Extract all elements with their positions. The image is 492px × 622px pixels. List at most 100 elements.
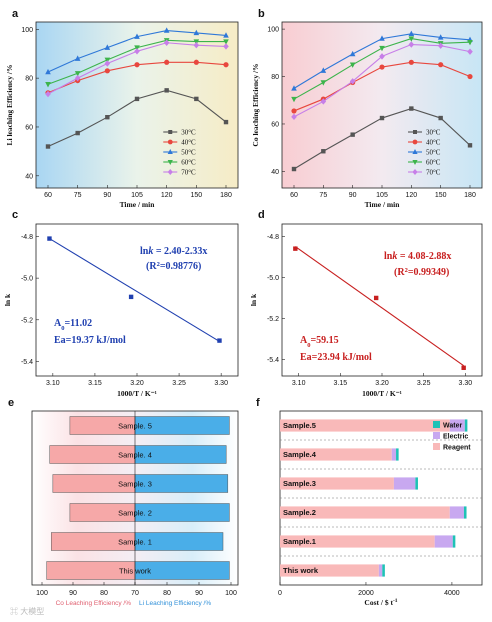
x-axis-title: 1000/T / K⁻¹	[362, 389, 402, 398]
x-tick-label: 180	[220, 192, 232, 199]
r-squared-annotation: (R2=0.99349)	[394, 267, 449, 279]
x-tick-label: 105	[376, 192, 388, 199]
panel-label: e	[8, 397, 14, 409]
data-point	[163, 27, 170, 33]
panel-label: b	[258, 8, 265, 20]
x-tick-label: 90	[103, 192, 111, 199]
x-tick-label: 60	[44, 192, 52, 199]
x-tick-label: 90	[195, 590, 203, 597]
cost-bar-reagent	[280, 477, 394, 490]
plot-area	[35, 223, 239, 377]
legend-label: Electric	[443, 434, 468, 441]
x-axis-title: 1000/T / K⁻¹	[117, 389, 157, 398]
y-tick-label: 80	[271, 74, 279, 81]
x-tick-label: 100	[36, 590, 48, 597]
x-tick-label: 2000	[358, 590, 374, 597]
cost-bar-water	[415, 477, 418, 490]
x-tick-label: 180	[464, 192, 476, 199]
co-axis-title: Co Leaching Efficiency /%	[56, 600, 132, 607]
data-point	[320, 80, 327, 86]
y-axis-title: ln k	[3, 293, 12, 306]
cost-bar-electric	[449, 506, 464, 519]
cost-bar-reagent	[280, 419, 450, 432]
x-tick-label: 100	[225, 590, 237, 597]
x-tick-label: 3.25	[172, 380, 186, 387]
legend-marker	[412, 139, 418, 145]
data-point	[291, 96, 297, 103]
x-tick-label: 120	[405, 192, 417, 199]
y-tick-label: -5.2	[267, 316, 279, 323]
y-tick-label: 40	[25, 173, 33, 180]
data-point	[293, 246, 298, 251]
cost-bar-reagent	[280, 564, 379, 577]
data-point	[409, 106, 414, 111]
x-tick-label: 3.15	[88, 380, 102, 387]
legend-swatch	[433, 421, 440, 428]
data-point	[75, 130, 80, 136]
x-tick-label: 70	[131, 590, 139, 597]
data-point	[74, 74, 81, 82]
cost-bar-electric	[378, 564, 383, 577]
data-point	[194, 96, 199, 102]
x-tick-label: 3.10	[292, 380, 306, 387]
fit-line	[295, 246, 464, 367]
cost-bar-water	[382, 564, 385, 577]
x-axis-title: Time / min	[120, 200, 156, 209]
legend-label: 60°C	[181, 159, 196, 167]
data-point	[321, 149, 326, 154]
preexponential-annotation: A0=11.02	[54, 318, 92, 332]
plot-area	[281, 223, 483, 377]
legend-swatch	[433, 432, 440, 439]
data-point	[104, 44, 111, 50]
data-point	[349, 50, 356, 57]
legend-label: Reagent	[443, 445, 471, 452]
cost-bar-reagent	[280, 535, 435, 548]
cost-bar-water	[463, 506, 467, 519]
data-point	[134, 48, 140, 55]
x-tick-label: 60	[290, 192, 298, 199]
x-axis-title: Cost / $ t-1	[364, 598, 397, 607]
x-tick-label: 120	[161, 192, 173, 199]
legend-marker	[167, 169, 173, 175]
legend-label: 70°C	[181, 169, 196, 177]
x-tick-label: 105	[131, 192, 143, 199]
equation-annotation: lnk = 2.40-2.33x	[140, 246, 207, 257]
data-point	[45, 90, 51, 98]
y-axis-title: Co leaching Efficiency /%	[251, 63, 260, 146]
cost-bar-water	[464, 419, 468, 432]
x-tick-label: 3.30	[214, 380, 228, 387]
x-tick-label: 3.30	[459, 380, 473, 387]
data-point	[349, 62, 356, 68]
legend-marker	[167, 139, 173, 145]
data-point	[45, 82, 51, 88]
x-tick-label: 90	[349, 192, 357, 199]
legend-marker	[412, 169, 418, 175]
data-point	[461, 365, 466, 370]
data-point	[104, 60, 111, 67]
legend-label: 30°C	[426, 129, 441, 137]
legend-marker	[167, 149, 173, 154]
data-point	[45, 144, 51, 149]
x-axis-title: Time / min	[365, 200, 401, 209]
y-tick-label: -5.2	[21, 317, 33, 324]
data-point	[164, 88, 169, 93]
y-tick-label: -5.0	[267, 275, 279, 282]
watermark: ⌘ 大模型	[10, 606, 44, 616]
y-axis-title: Li leaching Efficiency /%	[5, 64, 14, 145]
legend-marker	[412, 149, 418, 154]
data-point	[163, 39, 170, 46]
data-point	[104, 68, 110, 74]
panel-label: d	[258, 209, 265, 221]
data-point	[467, 48, 473, 55]
y-tick-label: 60	[25, 124, 33, 131]
cost-bar-water	[396, 448, 399, 461]
data-point	[373, 295, 379, 301]
category-label: Sample.2	[283, 508, 316, 517]
li-axis-title: Li Leaching Efficiency /%	[139, 600, 211, 607]
data-point	[379, 64, 385, 70]
data-point	[134, 96, 140, 102]
data-point	[408, 41, 415, 48]
legend-marker	[413, 130, 417, 134]
data-point	[379, 53, 385, 60]
data-point	[291, 166, 297, 172]
